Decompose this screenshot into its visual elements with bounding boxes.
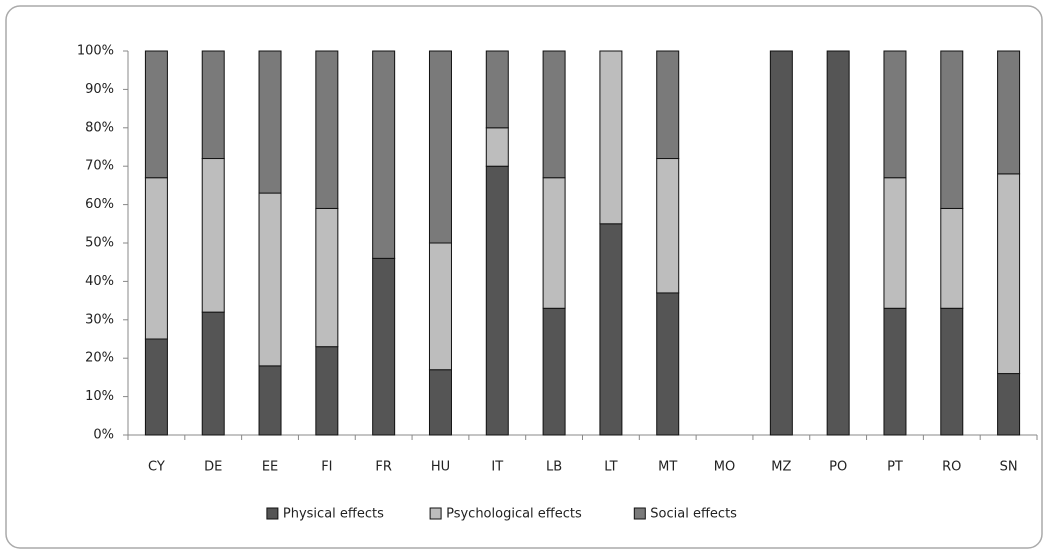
x-tick-label: RO — [942, 460, 961, 475]
x-tick-label: PO — [829, 460, 847, 475]
y-tick-label: 80% — [85, 120, 114, 135]
bar-segment — [997, 173, 1021, 375]
bar-segment — [656, 158, 680, 294]
bar-segment — [144, 338, 168, 436]
bar-segment — [144, 50, 168, 179]
y-tick-label: 70% — [85, 159, 114, 174]
x-tick-label: MT — [658, 460, 677, 475]
bar-segment — [599, 50, 623, 225]
y-tick-label: 20% — [85, 351, 114, 366]
x-tick-label: MO — [714, 460, 735, 475]
bar-segment — [428, 50, 452, 244]
bar-segment — [542, 307, 566, 436]
y-tick-label: 60% — [85, 197, 114, 212]
bar-segment — [315, 207, 339, 348]
bar-segment — [315, 346, 339, 436]
bar-segment — [542, 177, 566, 309]
bar-segment — [826, 50, 850, 436]
x-tick-label: LT — [604, 460, 617, 475]
x-tick-label: HU — [431, 460, 450, 475]
legend-swatch — [429, 507, 442, 520]
bar-segment — [656, 292, 680, 436]
bar-segment — [997, 50, 1021, 175]
bar-segment — [372, 50, 396, 259]
y-tick-label: 90% — [85, 82, 114, 97]
bar-segment — [883, 177, 907, 309]
bar-segment — [883, 50, 907, 179]
bar-segment — [201, 50, 225, 160]
x-tick-label: FR — [375, 460, 392, 475]
x-tick-label: PT — [887, 460, 903, 475]
y-tick-label: 50% — [85, 236, 114, 251]
bar-segment — [542, 50, 566, 179]
bar-segment — [883, 307, 907, 436]
bar-segment — [997, 373, 1021, 436]
bar-segment — [258, 192, 282, 367]
bar-segment — [428, 242, 452, 371]
legend-label: Social effects — [650, 507, 737, 522]
x-tick-label: DE — [204, 460, 222, 475]
bar-segment — [201, 158, 225, 313]
legend-label: Physical effects — [283, 507, 384, 522]
y-tick-label: 0% — [93, 428, 114, 443]
x-tick-label: MZ — [771, 460, 791, 475]
bar-segment — [201, 311, 225, 436]
x-tick-label: LB — [546, 460, 562, 475]
x-tick-label: IT — [491, 460, 503, 475]
legend-label: Psychological effects — [446, 507, 582, 522]
bar-segment — [315, 50, 339, 209]
bar-segment — [485, 50, 509, 129]
bar-segment — [372, 257, 396, 436]
bar-segment — [485, 165, 509, 436]
bar-segment — [656, 50, 680, 160]
bar-segment — [485, 127, 509, 167]
x-tick-label: EE — [262, 460, 278, 475]
legend-swatch — [266, 507, 279, 520]
y-tick-label: 10% — [85, 389, 114, 404]
bar-segment — [940, 207, 964, 309]
bar-segment — [258, 50, 282, 194]
y-tick-label: 100% — [77, 44, 114, 59]
y-tick-label: 40% — [85, 274, 114, 289]
legend-swatch — [633, 507, 646, 520]
x-tick-label: FI — [321, 460, 332, 475]
bar-segment — [258, 365, 282, 436]
x-tick-label: SN — [1000, 460, 1018, 475]
bar-segment — [428, 369, 452, 436]
bar-segment — [144, 177, 168, 340]
y-tick-label: 30% — [85, 312, 114, 327]
bar-segment — [769, 50, 793, 436]
bar-segment — [599, 223, 623, 436]
bar-segment — [940, 307, 964, 436]
x-tick-label: CY — [148, 460, 165, 475]
bar-segment — [940, 50, 964, 209]
